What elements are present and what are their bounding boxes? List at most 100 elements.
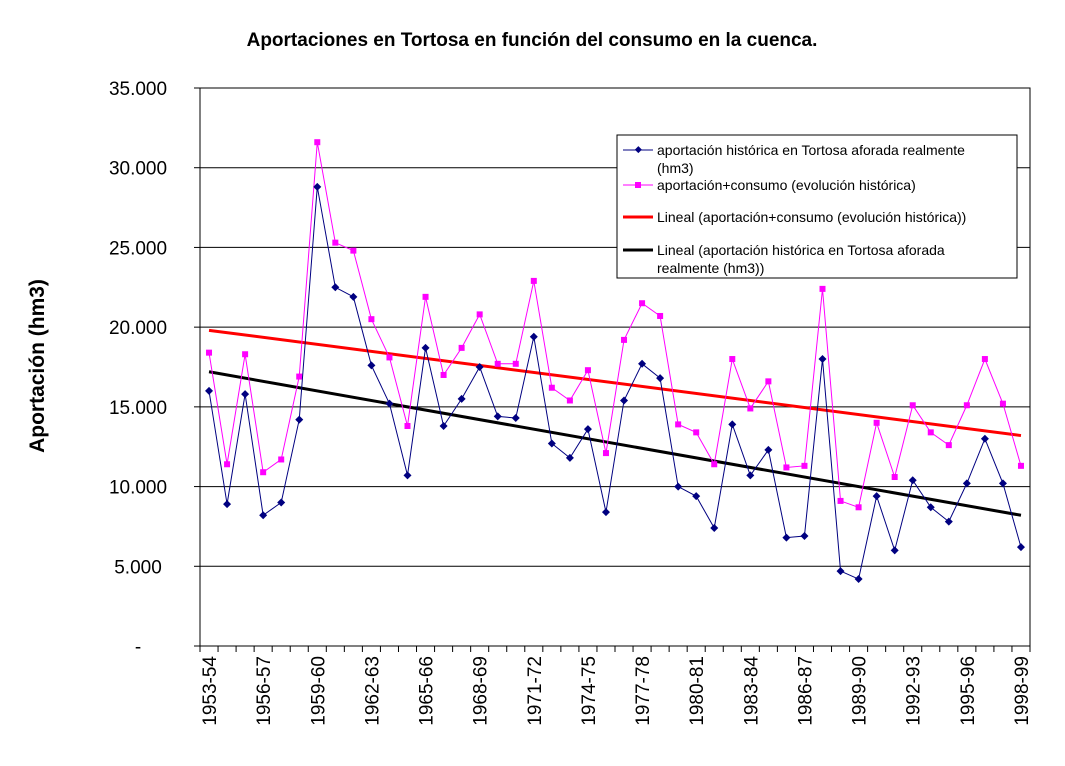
point-historica [403,471,412,480]
point-historica [475,363,484,371]
series-line-consumo [208,142,1022,508]
point-consumo [675,421,682,428]
point-historica [872,492,881,501]
point-historica [710,524,719,533]
point-historica [601,508,610,517]
point-consumo [765,378,772,385]
point-consumo [657,312,664,319]
y-tick-label: 10.000 [109,478,167,499]
y-tick-label: 5.000 [114,557,162,578]
series-line-historica [208,186,1022,580]
point-consumo [693,429,700,436]
point-consumo [621,336,628,343]
point-consumo [278,456,285,463]
point-historica [638,359,647,368]
point-consumo [512,360,519,367]
point-historica [926,503,935,512]
point-consumo [548,384,555,391]
point-consumo [458,344,465,351]
legend: aportación histórica en Tortosa aforada … [616,134,1018,279]
series-layer [205,139,1025,584]
point-historica [854,575,863,584]
point-consumo [891,474,898,481]
point-consumo [873,419,880,426]
point-consumo [404,422,411,429]
x-tick-label: 1983-84 [741,656,762,726]
x-tick-label: 1962-63 [362,656,383,726]
x-tick-label: 1977-78 [633,656,654,726]
point-consumo [260,469,267,476]
legend-box [616,134,1018,279]
point-consumo [332,239,339,246]
point-historica [656,374,665,383]
point-historica [367,361,376,370]
point-historica [439,421,448,430]
point-consumo [368,316,375,323]
point-historica [277,498,286,507]
point-historica [493,412,502,421]
point-consumo [422,293,429,300]
x-tick-label: 1956-57 [254,656,275,726]
x-tick-label: 1971-72 [525,656,546,726]
point-consumo [314,139,321,146]
point-historica [349,292,358,301]
y-tick-label: 15.000 [109,398,167,419]
chart-title: Aportaciones en Tortosa en función del c… [247,30,818,51]
point-historica [421,343,430,352]
y-tick-label: 30.000 [109,159,167,180]
point-consumo [999,400,1006,407]
point-historica [728,420,737,429]
point-consumo [566,397,573,404]
point-consumo [855,504,862,511]
point-historica [962,479,971,488]
legend-marker-consumo [635,182,641,188]
point-historica [692,492,701,501]
x-tick-label: 1995-96 [958,656,979,726]
point-historica [782,533,791,542]
y-tick-label: 20.000 [109,318,167,339]
point-consumo [350,247,357,254]
y-tick-label: 25.000 [109,238,167,259]
legend-label-consumo: aportación+consumo (evolución histórica) [657,177,916,193]
x-tick-label: 1989-90 [850,656,871,726]
x-tick-label: 1992-93 [904,656,925,726]
point-historica [800,531,809,540]
x-tick-label: 1986-87 [795,656,816,726]
y-axis-ticks: - 5.000 10.000 15.000 20.000 25.000 30.000 35.0… [109,79,200,658]
point-consumo [981,356,988,363]
point-consumo [440,371,447,378]
trendline-consumo [208,328,1022,438]
point-consumo [729,356,736,363]
point-historica [944,517,953,526]
point-consumo [206,349,213,356]
x-axis-ticks: 1953-54 1956-57 1959-60 1962-63 1965-66 1968-… [199,646,1033,726]
x-tick-label: 1998-99 [1012,656,1033,726]
point-historica [565,453,574,462]
point-consumo [296,373,303,380]
point-historica [547,439,556,448]
point-consumo [386,354,393,361]
y-tick-label: 35.000 [109,79,167,100]
point-historica [511,414,520,423]
point-consumo [1017,462,1024,469]
x-tick-label: 1968-69 [471,656,492,726]
point-historica [457,394,466,403]
point-historica [998,479,1007,488]
legend-label-lineal-historica-1: Lineal (aportación histórica en Tortosa … [657,242,945,258]
point-historica [908,476,917,485]
point-historica [385,399,394,408]
point-historica [223,500,232,509]
point-historica [764,445,773,454]
legend-label-historica-2: (hm3) [657,160,694,176]
point-historica [331,283,340,292]
point-historica [529,332,538,341]
point-historica [980,434,989,443]
point-consumo [530,277,537,284]
point-consumo [711,461,718,468]
trendline-historica [208,370,1022,517]
point-consumo [801,462,808,469]
point-consumo [242,351,249,358]
x-tick-label: 1980-81 [687,656,708,726]
legend-label-lineal-consumo: Lineal (aportación+consumo (evolución hi… [657,209,966,225]
point-historica [259,511,268,520]
